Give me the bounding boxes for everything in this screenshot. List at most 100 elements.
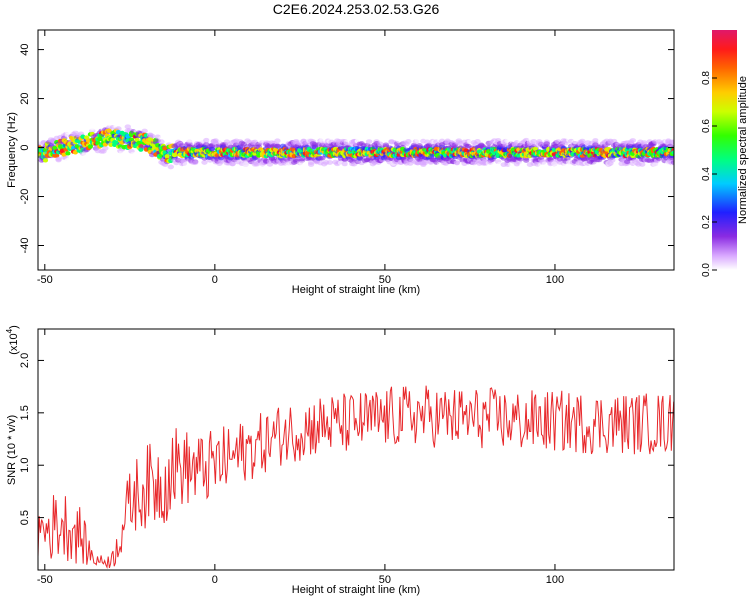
- heatmap-cell: [100, 153, 107, 159]
- heatmap-cell: [405, 139, 412, 144]
- heatmap-cell: [154, 123, 161, 129]
- heatmap-cell: [147, 165, 154, 171]
- heatmap-cell: [242, 161, 249, 167]
- heatmap-cell: [169, 176, 176, 182]
- heatmap-cell: [218, 159, 225, 164]
- colorbar-tick-label: 0.6: [701, 119, 712, 133]
- heatmap-cell: [148, 133, 156, 139]
- top-y-axis: -40 -20 0 20 40: [19, 43, 674, 253]
- bottom-y-axis: 0.5 1.0 1.5 2.0: [19, 353, 674, 525]
- y-tick-label: 40: [19, 43, 31, 55]
- heatmap-cell: [156, 168, 163, 173]
- top-plot-frame: [37, 29, 675, 271]
- heatmap-cell: [158, 135, 165, 141]
- heatmap-cell: [640, 140, 648, 146]
- heatmap-cell: [38, 131, 44, 137]
- heatmap-cell: [145, 157, 152, 163]
- heatmap-cell: [70, 154, 77, 159]
- heatmap-cell: [629, 138, 637, 143]
- heatmap-cell: [571, 139, 579, 145]
- heatmap-cell: [94, 161, 102, 166]
- heatmap-cell: [46, 171, 53, 177]
- bottom-x-axis: -50 0 50 100: [37, 329, 564, 586]
- heatmap-cell: [143, 115, 150, 121]
- heatmap-cell: [42, 158, 49, 163]
- heatmap-cell: [358, 137, 365, 143]
- x-tick-label: 0: [212, 574, 218, 586]
- heatmap-cell: [156, 172, 163, 177]
- top-x-axis-label: Height of straight line (km): [292, 284, 420, 296]
- heatmap-cell: [47, 174, 55, 180]
- heatmap-cell: [307, 162, 315, 167]
- heatmap-cell: [87, 151, 94, 157]
- heatmap-cell: [266, 161, 274, 167]
- heatmap-cell: [164, 154, 170, 159]
- colorbar-tick-label: 0.4: [701, 167, 712, 181]
- heatmap-cell: [74, 119, 81, 124]
- heatmap-cell: [137, 151, 145, 157]
- heatmap-cell: [124, 124, 131, 130]
- heatmap-cell: [422, 160, 429, 166]
- heatmap-cell: [96, 156, 103, 162]
- heatmap-cell: [203, 137, 210, 143]
- heatmap-cell: [657, 161, 665, 167]
- heatmap-cell: [38, 125, 45, 131]
- bottom-plot-frame: [37, 328, 675, 571]
- heatmap-cell: [365, 139, 373, 145]
- heatmap-cell: [652, 162, 659, 167]
- scale-multiplier: (x104): [5, 325, 20, 355]
- bottom-panel: -50 0 50 100 0.5 1.0 1.5 2.0 Height of straigh…: [5, 325, 675, 596]
- heatmap-cell: [592, 161, 599, 167]
- heatmap-cell: [46, 165, 53, 171]
- heatmap-cell: [51, 122, 59, 127]
- heatmap-cell: [169, 170, 176, 176]
- heatmap-cell: [102, 163, 109, 168]
- heatmap-cell: [122, 154, 130, 160]
- heatmap-cell: [167, 133, 175, 139]
- heatmap-cell: [137, 156, 145, 162]
- heatmap-cell: [137, 162, 145, 168]
- heatmap-cell: [519, 162, 526, 167]
- heatmap-cell: [128, 161, 135, 166]
- heatmap-cell: [158, 139, 165, 145]
- x-tick-label: 100: [546, 274, 564, 286]
- heatmap-cell: [182, 161, 189, 167]
- heatmap-cell: [106, 128, 112, 133]
- y-tick-label: -40: [19, 238, 31, 254]
- heatmap-cell: [115, 126, 122, 132]
- x-tick-label: 0: [212, 274, 218, 286]
- x-tick-label: -50: [37, 574, 53, 586]
- heatmap-cell: [208, 146, 216, 152]
- heatmap-cell: [341, 161, 348, 167]
- colorbar: 0.0 0.2 0.4 0.6 0.8 Normalized spectral ampl…: [701, 30, 749, 277]
- colorbar-label: Normalized spectral amplitude: [737, 76, 749, 224]
- chart-title: C2E6.2024.253.02.53.G26: [273, 1, 440, 17]
- x-tick-label: 100: [546, 574, 564, 586]
- heatmap-cell: [55, 157, 62, 163]
- heatmap-cell: [72, 126, 79, 132]
- line-layer: [38, 385, 674, 569]
- heatmap-cell: [59, 124, 66, 130]
- scale-multiplier-base: (x10: [8, 333, 20, 354]
- heatmap-cell: [191, 160, 199, 166]
- heatmap-cell: [81, 163, 88, 169]
- heatmap-cell: [81, 151, 88, 156]
- y-tick-label: 1.0: [19, 458, 31, 473]
- heatmap-cell: [609, 157, 616, 163]
- heatmap-cell: [79, 155, 87, 161]
- heatmap-cell: [57, 165, 64, 171]
- heatmap-cell: [326, 160, 334, 165]
- heatmap-cell: [65, 151, 71, 156]
- heatmap-cell: [87, 157, 94, 163]
- heatmap-cell: [201, 160, 208, 165]
- heatmap-cell: [109, 150, 117, 156]
- heatmap-cell: [160, 124, 167, 130]
- svg-text:(x104): (x104): [5, 325, 20, 355]
- top-y-axis-label: Frequency (Hz): [6, 112, 18, 188]
- heatmap-cell: [102, 145, 109, 151]
- heatmap-cell: [44, 127, 51, 133]
- y-tick-label: 1.5: [19, 405, 31, 420]
- heatmap-cell: [132, 115, 139, 120]
- heatmap-cell: [597, 161, 605, 167]
